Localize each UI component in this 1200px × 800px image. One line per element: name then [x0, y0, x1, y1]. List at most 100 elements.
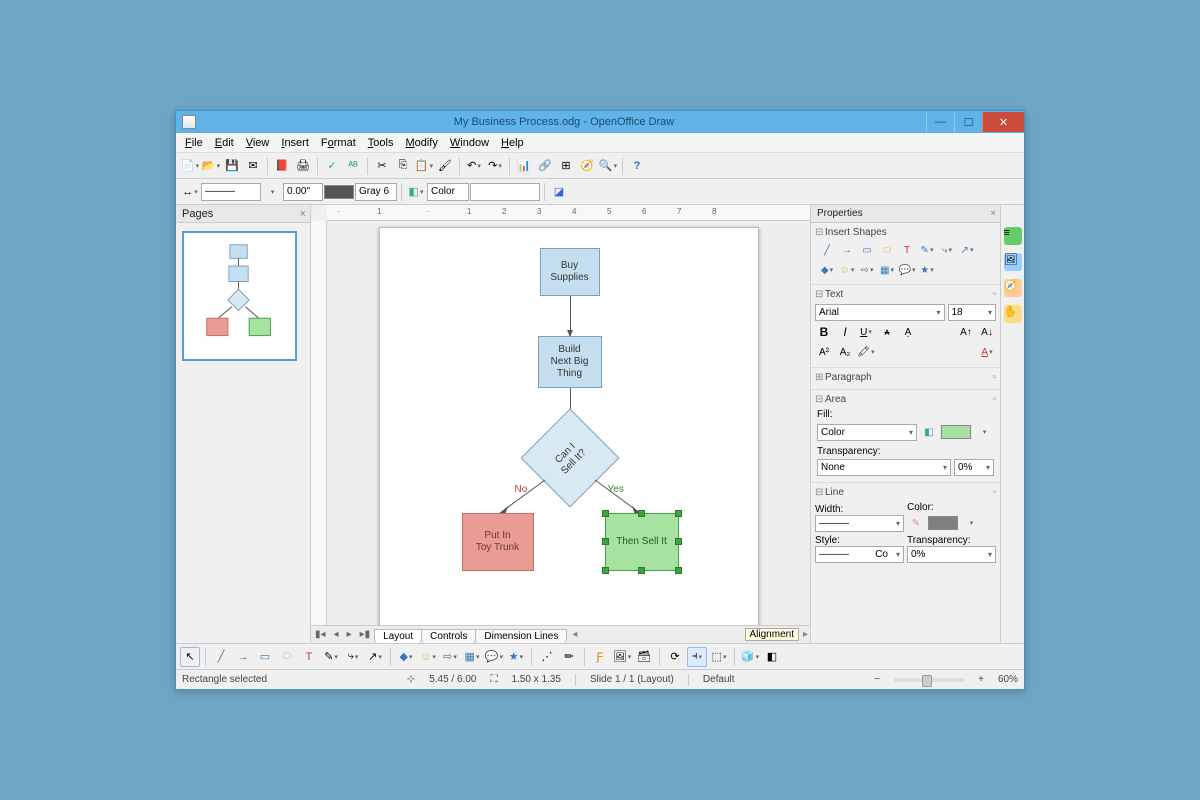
- selection-handle[interactable]: [638, 567, 645, 574]
- points-tool[interactable]: ⋰: [537, 647, 557, 667]
- rotate-tool[interactable]: ⟳: [665, 647, 685, 667]
- properties-close-icon[interactable]: ×: [990, 208, 996, 219]
- line-width-field[interactable]: 0.00": [283, 183, 323, 201]
- fill-color-combo[interactable]: [470, 183, 540, 201]
- connector-tool[interactable]: ⤷: [343, 647, 363, 667]
- shape-flowchart-icon[interactable]: ▦: [879, 262, 895, 278]
- arrange-tool[interactable]: ⬚: [709, 647, 729, 667]
- zoom-out-button[interactable]: −: [874, 674, 880, 685]
- shape-lines-icon[interactable]: ↗: [959, 242, 975, 258]
- align-tool[interactable]: ⫞: [687, 647, 707, 667]
- zoom-slider[interactable]: [894, 678, 964, 682]
- cut-button[interactable]: ✂: [372, 156, 392, 176]
- line-color-swatch[interactable]: [928, 516, 958, 530]
- fill-mode-combo[interactable]: Color: [427, 183, 469, 201]
- sidebar-tab-gallery[interactable]: 🖼: [1004, 253, 1022, 271]
- minimize-button[interactable]: —: [926, 112, 954, 132]
- line-width-combo[interactable]: ———: [815, 515, 904, 532]
- section-more-icon[interactable]: ▫: [992, 289, 996, 300]
- line-style-drop[interactable]: [262, 182, 282, 202]
- collapse-icon[interactable]: ⊟: [815, 289, 825, 300]
- transparency-value[interactable]: 0%: [954, 459, 994, 476]
- collapse-icon[interactable]: ⊟: [815, 227, 825, 238]
- select-tool[interactable]: ↖: [180, 647, 200, 667]
- shape-line-icon[interactable]: ╱: [819, 242, 835, 258]
- bold-button[interactable]: B: [815, 323, 833, 341]
- ellipse-tool[interactable]: ⬭: [277, 647, 297, 667]
- line-color-swatch[interactable]: [324, 185, 354, 199]
- menu-window[interactable]: Window: [445, 137, 494, 149]
- arrow-style-button[interactable]: ↔: [180, 182, 200, 202]
- arrow-tool[interactable]: →: [233, 647, 253, 667]
- menu-format[interactable]: Format: [316, 137, 361, 149]
- sidebar-tab-styles[interactable]: ✋: [1004, 305, 1022, 323]
- from-file-tool[interactable]: 🖼: [612, 647, 632, 667]
- sidebar-tab-properties[interactable]: ≡: [1004, 227, 1022, 245]
- close-button[interactable]: ✕: [982, 112, 1024, 132]
- shape-connector-icon[interactable]: ⤷: [939, 242, 955, 258]
- shape-text-icon[interactable]: T: [899, 242, 915, 258]
- line-color-drop[interactable]: [961, 513, 981, 533]
- menu-modify[interactable]: Modify: [400, 137, 442, 149]
- line-transparency-value[interactable]: 0%: [907, 546, 996, 563]
- collapse-icon[interactable]: ⊞: [815, 372, 825, 383]
- shape-ellipse-icon[interactable]: ⬭: [879, 242, 895, 258]
- zoom-in-button[interactable]: +: [978, 674, 984, 685]
- tab-controls[interactable]: Controls: [421, 629, 476, 643]
- toggle-extrusion-tool[interactable]: ◧: [762, 647, 782, 667]
- collapse-icon[interactable]: ⊟: [815, 394, 825, 405]
- basic-shapes-tool[interactable]: ◆: [396, 647, 416, 667]
- sub-button[interactable]: A₂: [836, 343, 854, 361]
- scroll-left-icon[interactable]: ◂: [572, 629, 577, 640]
- gallery-tool[interactable]: 🗃: [634, 647, 654, 667]
- hyperlink-button[interactable]: 🔗: [535, 156, 555, 176]
- drawing-page[interactable]: Buy Supplies Build Next Big Thing Can I …: [379, 227, 759, 625]
- tab-nav-first[interactable]: ▮◂: [311, 629, 330, 640]
- shape-symbol-icon[interactable]: ☺: [839, 262, 855, 278]
- shape-rect-icon[interactable]: ▭: [859, 242, 875, 258]
- tab-nav-next[interactable]: ▸: [343, 629, 356, 640]
- chart-button[interactable]: 📊: [514, 156, 534, 176]
- rect-tool[interactable]: ▭: [255, 647, 275, 667]
- selection-handle[interactable]: [675, 538, 682, 545]
- font-color-button[interactable]: A: [978, 343, 996, 361]
- selection-handle[interactable]: [675, 510, 682, 517]
- area-style-button[interactable]: ◧: [406, 182, 426, 202]
- print-button[interactable]: 🖨: [293, 156, 313, 176]
- font-size-combo[interactable]: 18: [948, 304, 997, 321]
- flow-node-buy[interactable]: Buy Supplies: [540, 248, 600, 296]
- flow-node-sell[interactable]: Then Sell It: [605, 513, 679, 571]
- selection-handle[interactable]: [602, 510, 609, 517]
- spellcheck-button[interactable]: ✓: [322, 156, 342, 176]
- pdf-export-button[interactable]: 📕: [272, 156, 292, 176]
- strike-button[interactable]: ᴀ: [878, 323, 896, 341]
- shape-star-icon[interactable]: ★: [919, 262, 935, 278]
- zoom-button[interactable]: 🔍: [598, 156, 618, 176]
- redo-button[interactable]: ↷: [485, 156, 505, 176]
- bucket-icon[interactable]: ◧: [920, 423, 938, 441]
- help-button[interactable]: ?: [627, 156, 647, 176]
- fill-mode-combo[interactable]: Color: [817, 424, 917, 441]
- table-button[interactable]: ⊞: [556, 156, 576, 176]
- maximize-button[interactable]: ☐: [954, 112, 982, 132]
- save-button[interactable]: 💾: [222, 156, 242, 176]
- slide-thumbnail[interactable]: [182, 231, 297, 361]
- pages-panel-close-icon[interactable]: ×: [300, 208, 306, 220]
- paste-button[interactable]: 📋: [414, 156, 434, 176]
- selection-handle[interactable]: [602, 567, 609, 574]
- glue-tool[interactable]: ✏: [559, 647, 579, 667]
- section-more-icon[interactable]: ▫: [992, 372, 996, 383]
- shape-curve-icon[interactable]: ✎: [919, 242, 935, 258]
- transparency-mode-combo[interactable]: None: [817, 459, 951, 476]
- block-arrows-tool[interactable]: ⇨: [440, 647, 460, 667]
- text-tool[interactable]: T: [299, 647, 319, 667]
- tab-nav-last[interactable]: ▸▮: [356, 629, 375, 640]
- tab-layout[interactable]: Layout: [374, 629, 422, 643]
- open-button[interactable]: 📂: [201, 156, 221, 176]
- lines-tool[interactable]: ↗: [365, 647, 385, 667]
- callout-tool[interactable]: 💬: [484, 647, 504, 667]
- menu-insert[interactable]: Insert: [276, 137, 314, 149]
- underline-button[interactable]: U: [857, 323, 875, 341]
- tab-dimension-lines[interactable]: Dimension Lines: [475, 629, 567, 643]
- line-tool[interactable]: ╱: [211, 647, 231, 667]
